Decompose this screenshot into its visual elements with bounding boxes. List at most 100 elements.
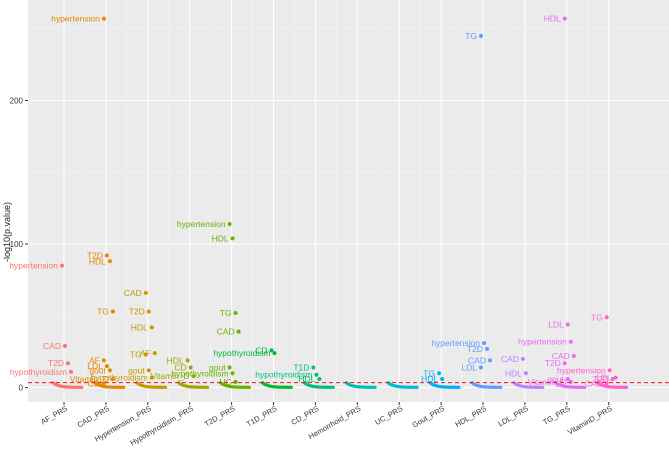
y-axis-ticks: 0 100 200 <box>10 97 28 393</box>
significant-point <box>149 375 154 380</box>
background-point <box>373 385 377 389</box>
y-tick-label: 0 <box>19 384 24 393</box>
significant-point <box>314 372 319 377</box>
significant-point <box>479 33 483 38</box>
x-tick-label: T2D_PRS <box>203 404 237 429</box>
point-label: HDL <box>421 374 438 384</box>
point-label: hypothyroidism <box>171 368 228 378</box>
x-tick-label: TG_PRS <box>541 404 571 427</box>
background-point <box>624 385 629 389</box>
significant-point <box>571 354 576 359</box>
significant-point <box>69 369 73 374</box>
x-tick-label: UC_PRS <box>373 404 404 427</box>
background-point <box>205 385 210 389</box>
point-label: hypertension <box>177 219 226 229</box>
background-point <box>331 385 335 389</box>
significant-point <box>101 358 106 363</box>
significant-point <box>104 364 109 369</box>
significant-point <box>60 263 64 268</box>
point-label: CAD <box>585 378 603 388</box>
point-label: HDL <box>89 256 106 266</box>
point-label: TG <box>423 368 435 378</box>
point-label: TG <box>591 312 603 322</box>
significant-point <box>437 371 442 376</box>
point-label: hypothyroidism <box>10 367 67 377</box>
point-label: hypothyroidism <box>213 348 270 358</box>
significant-point <box>110 377 115 382</box>
background-point <box>457 385 461 389</box>
significant-point <box>143 290 148 295</box>
point-label: HDL <box>131 322 148 332</box>
panel-background <box>28 0 669 402</box>
significant-point <box>562 361 567 366</box>
point-label: CAD <box>124 288 142 298</box>
point-label: hypertension <box>51 14 100 24</box>
x-tick-label: LDL_PRS <box>497 404 530 428</box>
point-label: CAD <box>501 354 519 364</box>
y-tick-label: 200 <box>10 97 24 106</box>
background-point <box>164 385 168 389</box>
point-label: AF <box>140 348 151 358</box>
significant-point <box>604 315 609 320</box>
background-point <box>583 385 587 389</box>
significant-point <box>101 16 106 21</box>
significant-point <box>440 377 445 382</box>
point-labels: hypertensionCADT2Dhypothyroidismhyperten… <box>9 14 612 389</box>
significant-point <box>107 368 112 373</box>
background-point <box>80 385 84 389</box>
x-tick-label: CAD_PRS <box>76 404 111 430</box>
point-label: gout <box>128 365 145 375</box>
point-label: CAD <box>468 355 486 365</box>
significant-point <box>227 221 232 226</box>
significant-point <box>146 368 151 373</box>
background-point <box>289 385 293 389</box>
data-points <box>51 16 629 389</box>
point-label: gout <box>89 365 106 375</box>
significant-point <box>485 346 489 351</box>
point-label: Vitamin_D <box>528 377 567 387</box>
x-tick-label: HDL_PRS <box>454 404 488 429</box>
significant-point <box>149 325 154 330</box>
significant-point <box>191 374 196 379</box>
significant-point <box>110 309 115 314</box>
point-label: HDL <box>212 233 229 243</box>
significant-point <box>66 361 70 366</box>
significant-point <box>107 259 112 264</box>
significant-point <box>311 365 316 370</box>
significant-point <box>613 375 618 380</box>
significant-point <box>152 351 157 356</box>
point-label: LDL <box>461 363 477 373</box>
point-label: TG <box>97 307 109 317</box>
x-tick-label: VitaminD_PRS <box>566 404 614 437</box>
significant-point <box>565 322 570 327</box>
y-axis-label: -log10(p.value) <box>2 202 12 262</box>
significant-point <box>227 365 232 370</box>
point-label: gout <box>547 374 564 384</box>
significant-point <box>520 356 525 361</box>
point-label: Vitamin_D <box>70 374 109 384</box>
x-tick-label: CD_PRS <box>290 404 321 427</box>
significant-point <box>568 339 573 344</box>
point-label: T2D <box>129 307 145 317</box>
background-point <box>415 385 419 389</box>
point-label: CAD <box>217 327 235 337</box>
point-label: T2D <box>593 374 609 384</box>
significant-point <box>185 358 190 363</box>
significant-point <box>317 377 322 382</box>
significant-point <box>523 371 528 376</box>
significant-point <box>488 358 492 363</box>
x-tick-label: AF_PRS <box>39 404 69 426</box>
background-point <box>541 385 545 389</box>
significant-point <box>562 16 567 21</box>
point-label: CAD <box>552 351 570 361</box>
significant-point <box>236 329 241 334</box>
point-label: TG <box>465 31 477 41</box>
point-label: HDL <box>167 355 184 365</box>
point-label: LDL <box>548 319 564 329</box>
significant-point <box>104 253 109 258</box>
point-label: LDL <box>596 373 612 383</box>
point-label: T2D <box>467 344 483 354</box>
grid-lines <box>28 0 669 402</box>
point-label: hypothyroidism <box>91 373 148 383</box>
y-tick-label: 100 <box>10 240 24 249</box>
